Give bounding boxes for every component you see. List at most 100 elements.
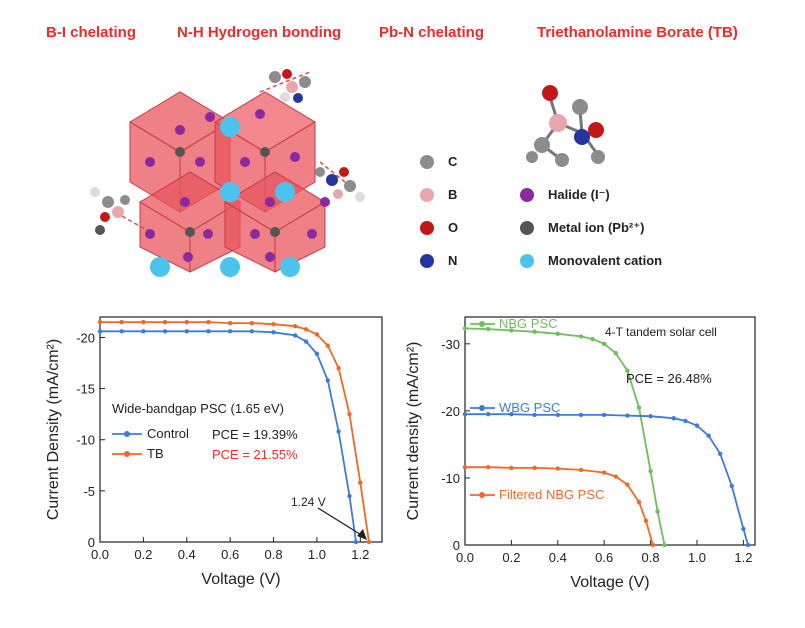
data-point xyxy=(694,423,700,428)
x-tick-label: 0.4 xyxy=(549,550,567,565)
data-point xyxy=(271,321,276,327)
data-point xyxy=(590,336,595,342)
x-tick-label: 0.8 xyxy=(642,550,660,565)
data-point xyxy=(303,339,309,344)
legend-label-filtered-nbg-psc: Filtered NBG PSC xyxy=(499,487,604,502)
data-point xyxy=(655,509,660,514)
tandem-jv-chart: 0.0 0.2 0.4 0.6 0.8 1.0 1.2 0 -10 -20 -30 Voltage (… xyxy=(405,316,756,591)
data-point xyxy=(602,470,607,475)
data-point xyxy=(625,413,630,418)
title-b-i-chelating: B-I chelating xyxy=(46,24,137,41)
legend-label-control: Control xyxy=(147,426,189,441)
legend-label-tb: TB xyxy=(147,446,164,461)
data-point xyxy=(314,351,320,357)
data-point xyxy=(555,466,560,471)
pce-label-control: PCE = 19.39% xyxy=(212,427,298,442)
legend-n-label: N xyxy=(448,253,458,268)
x-tick-label: 0.2 xyxy=(134,547,152,562)
tb-molecule-illustration xyxy=(526,85,605,167)
data-point xyxy=(366,539,372,545)
data-point xyxy=(745,542,751,548)
x-tick-label: 0.6 xyxy=(221,547,239,562)
data-point xyxy=(648,414,653,419)
data-point xyxy=(625,482,630,487)
data-point xyxy=(462,465,468,470)
x-axis-label: Voltage (V) xyxy=(570,574,649,591)
legend-n: N xyxy=(420,253,457,268)
x-tick-label: 0.0 xyxy=(91,547,109,562)
halide-ball-icon xyxy=(520,188,534,202)
series-line-nbg-psc xyxy=(464,327,666,546)
legend-halide-label: Halide (I⁻) xyxy=(548,187,610,202)
data-point xyxy=(293,324,298,329)
legend-o: O xyxy=(420,220,458,235)
legend-marker-filtered-nbg-psc xyxy=(479,492,485,498)
voc-arrow xyxy=(317,507,364,537)
data-point xyxy=(314,332,320,337)
data-point xyxy=(602,341,607,347)
data-point xyxy=(358,480,363,485)
data-point xyxy=(325,378,330,383)
series-line-wbg-psc xyxy=(465,413,749,546)
data-point xyxy=(578,412,584,418)
data-point xyxy=(227,320,233,326)
data-point xyxy=(462,326,468,331)
data-point xyxy=(141,319,146,325)
legend-c: C xyxy=(420,154,457,169)
legend-b-label: B xyxy=(448,187,458,202)
data-point xyxy=(119,329,124,334)
data-point xyxy=(718,451,723,456)
data-point xyxy=(141,329,146,334)
data-point xyxy=(293,333,298,338)
x-tick-label: 0.4 xyxy=(178,547,196,562)
data-point xyxy=(249,329,255,334)
y-tick-label: -10 xyxy=(441,471,460,486)
pce-label-tb: PCE = 21.55% xyxy=(212,447,298,462)
plot-frame xyxy=(99,316,383,543)
data-point xyxy=(706,433,711,438)
data-point xyxy=(509,328,514,333)
data-point xyxy=(532,329,537,334)
legend-label-wbg-psc: WBG PSC xyxy=(499,400,560,415)
voc-annotation: 1.24 V xyxy=(291,495,326,509)
perovskite-structure-illustration xyxy=(90,69,365,277)
legend-marker-nbg-psc xyxy=(479,321,485,327)
data-point xyxy=(509,412,514,417)
y-tick-label: -10 xyxy=(76,433,95,448)
data-point xyxy=(636,499,642,505)
data-point xyxy=(683,418,688,424)
data-point xyxy=(741,526,746,532)
y-axis-label: Current density (mA/cm²) xyxy=(405,342,422,521)
title-triethanolamine-borate: Triethanolamine Borate (TB) xyxy=(537,24,738,41)
data-point xyxy=(662,542,667,548)
series-line-filtered-nbg-psc xyxy=(465,466,654,546)
x-tick-label: 0.6 xyxy=(595,550,613,565)
data-point xyxy=(347,411,352,417)
title-n-h-hydrogen-bonding: N-H Hydrogen bonding xyxy=(177,24,342,41)
metal-ion-ball-icon xyxy=(520,221,534,235)
data-point xyxy=(325,343,330,348)
legend-monovalent-cation-label: Monovalent cation xyxy=(548,253,663,268)
pce-label: PCE = 26.48% xyxy=(626,371,712,386)
x-tick-label: 1.2 xyxy=(351,547,369,562)
carbon-ball-icon xyxy=(420,154,434,169)
data-point xyxy=(532,412,537,418)
x-axis-label: Voltage (V) xyxy=(201,571,280,588)
legend-halide: Halide (I⁻) xyxy=(520,187,610,203)
boron-ball-icon xyxy=(420,187,434,202)
data-point xyxy=(578,467,584,473)
data-point xyxy=(532,465,537,471)
data-point xyxy=(509,465,514,471)
legend-b: B xyxy=(420,187,457,202)
data-point xyxy=(249,320,255,326)
oxygen-ball-icon xyxy=(420,220,434,235)
x-tick-label: 1.0 xyxy=(688,550,706,565)
data-point xyxy=(486,326,491,332)
legend-o-label: O xyxy=(448,220,459,235)
data-point xyxy=(162,319,168,325)
data-point xyxy=(184,319,189,325)
data-point xyxy=(650,542,656,548)
data-point xyxy=(303,327,309,332)
data-point xyxy=(336,365,341,371)
data-point xyxy=(97,329,103,334)
